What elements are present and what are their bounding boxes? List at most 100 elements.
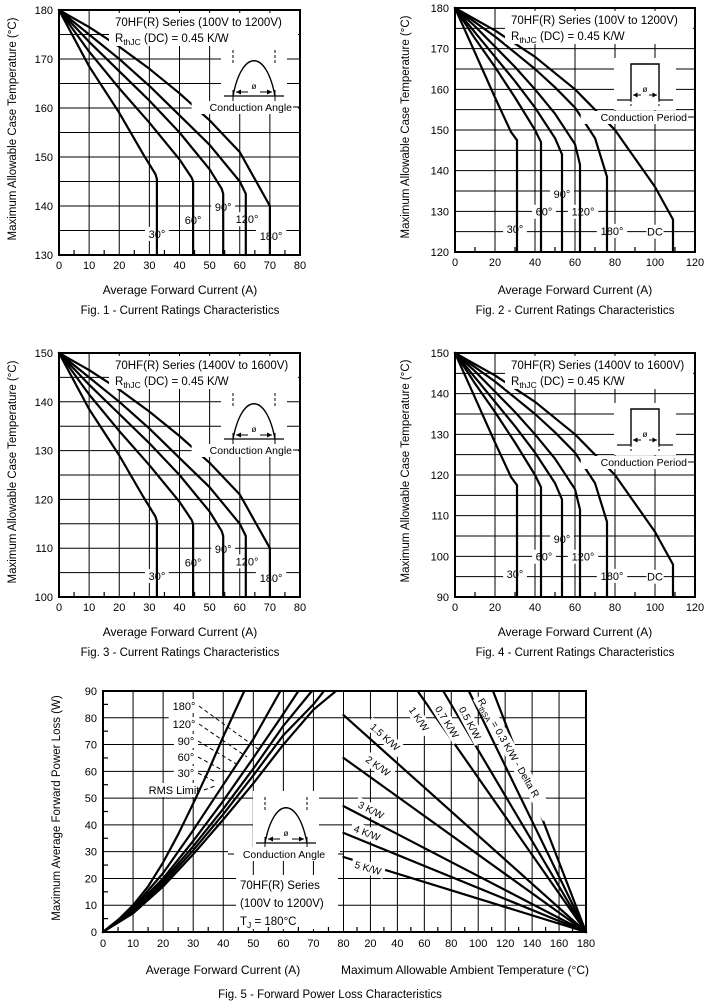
fig1-axes: 0 10 20 30 40 50 60 70 80 130 140 150 160 170 180 (35, 5, 306, 272)
fig2-x-tick-label: 80 (609, 257, 621, 269)
fig4-curve-label: 120° (572, 552, 595, 564)
fig1-conduction-angle-icon: ø (221, 44, 287, 102)
fig1-plot: 30°60°90°120°180°70HF(R) Series (100V to… (35, 5, 306, 272)
svg-text:Conduction Period: Conduction Period (601, 457, 688, 469)
fig1-plot-border (58, 9, 301, 256)
fig5-y-tick-label: 50 (85, 793, 97, 805)
fig1-title: 70HF(R) Series (100V to 1200V) (115, 17, 282, 29)
fig2-y-tick-label: 160 (431, 84, 449, 96)
fig3-series-60° (57, 351, 195, 599)
fig4-x-tick-label: 0 (452, 602, 458, 614)
fig5-x-tick-label: 30 (187, 938, 199, 950)
fig3-curve-label: 180° (260, 573, 283, 585)
fig3-y-tick-label: 120 (35, 494, 53, 506)
fig5-x-tick-label: 180 (577, 938, 595, 950)
fig1-curves (57, 8, 271, 257)
fig3-subtitle: RthJC (DC) = 0.45 K/W (115, 376, 229, 390)
fig2-title-block: 70HF(R) Series (100V to 1200V) RthJC (DC)… (505, 11, 693, 45)
fig4-curve-label: 30° (507, 569, 524, 581)
fig5-caption: Fig. 5 - Forward Power Loss Characterist… (218, 989, 442, 1001)
fig3-series-120° (57, 351, 247, 599)
svg-text:ø: ø (642, 84, 647, 94)
fig4-x-tick-label: 60 (569, 602, 581, 614)
fig2-curve-labels: 30°60°90°120°180° DC (503, 186, 664, 239)
fig5-y-tick-label: 30 (85, 847, 97, 859)
fig3-x-tick-label: 70 (264, 602, 276, 614)
fig3-plot-border (58, 352, 301, 598)
svg-text:5 K/W: 5 K/W (353, 860, 383, 878)
fig2-x-tick-label: 60 (569, 257, 581, 269)
fig1-x-tick-label: 30 (143, 260, 155, 272)
fig4-series-30° (453, 351, 519, 599)
fig1-series-30° (57, 8, 158, 257)
fig3-y-tick-label: 150 (35, 348, 53, 360)
fig1-x-tick-label: 0 (56, 260, 62, 272)
fig1-x-tick-label: 50 (204, 260, 216, 272)
fig2-caption: Fig. 2 - Current Ratings Characteristics (475, 305, 675, 317)
fig4-series-120° (453, 351, 582, 599)
fig5-inset-voltage: (100V to 1200V) (240, 898, 324, 910)
fig5-conduction-angle-icon: ø (253, 791, 319, 849)
fig3-curve-label: 120° (236, 556, 259, 568)
fig4-x-tick-label: 40 (529, 602, 541, 614)
fig4-y-tick-label: 120 (431, 470, 449, 482)
fig5-x-tick-label: 120 (496, 938, 514, 950)
svg-text:Conduction Angle: Conduction Angle (210, 445, 292, 457)
fig2-curve-label: 30° (507, 224, 524, 236)
fig3-caption: Fig. 3 - Current Ratings Characteristics (80, 647, 280, 659)
fig2-axes: 0 20 40 60 80 100 120 120 130 140 150 160 170 180 (431, 3, 705, 269)
fig5-x-tick-label: 140 (523, 938, 541, 950)
fig4-y-tick-label: 90 (437, 592, 449, 604)
fig5-y-tick-label: 0 (91, 927, 97, 939)
fig2-y-tick-label: 120 (431, 247, 449, 259)
fig5-line-2 K/W (342, 756, 588, 934)
svg-text:Conduction Period: Conduction Period (601, 112, 688, 124)
fig3-axes: 0 10 20 30 40 50 60 70 80 100 110 120 130 140 150 (35, 348, 306, 614)
svg-text:ø: ø (251, 424, 256, 434)
fig3-y-tick-label: 140 (35, 397, 53, 409)
fig2-plot: 30°60°90°120°180° DC 70HF(R) Series (100V … (431, 3, 705, 269)
fig5-x-tick-label: 80 (445, 938, 457, 950)
fig3-conduction-angle-icon: ø (221, 387, 287, 445)
svg-text:ø: ø (283, 828, 288, 838)
fig4-series-DC (453, 351, 675, 599)
fig5-axes: 0 10 20 30 40 50 60 70 80 20 40 60 80 100 120 140 160 180… (85, 686, 595, 950)
fig2-plot-border (454, 7, 696, 253)
fig2-series-120° (453, 6, 582, 254)
fig3-x-tick-label: 0 (56, 602, 62, 614)
fig1-caption: Fig. 1 - Current Ratings Characteristics (80, 305, 280, 317)
svg-text:ø: ø (642, 429, 647, 439)
fig5-x-tick-label: 100 (469, 938, 487, 950)
fig5-series-90° (101, 689, 313, 934)
fig3-title: 70HF(R) Series (1400V to 1600V) (115, 360, 288, 372)
fig5-curve-label: 120° (173, 719, 196, 731)
fig1-title-block: 70HF(R) Series (100V to 1200V) RthJC (DC)… (109, 13, 298, 47)
fig5-inset-series: 70HF(R) Series (240, 880, 320, 892)
fig5-x-tick-label: 60 (277, 938, 289, 950)
fig5-curve-label: 30° (178, 768, 195, 780)
fig5-x-tick-label: 0 (100, 938, 106, 950)
fig5-thermal-resistance-labels: 1.5 K/W1 K/W 0.7 K/W0.5 K/W2 K/W3 K/W4 K/… (348, 692, 556, 879)
fig5-left-curve-labels: 180° 120° 90° 60° 30° RMS Limit (142, 699, 206, 797)
fig3-icon-label: Conduction Angle (191, 444, 299, 457)
fig4-y-axis-title: Maximum Allowable Case Temperature (°C) (400, 359, 412, 583)
fig2-conduction-period-icon: ø (614, 58, 676, 110)
fig2-series-60° (453, 6, 543, 254)
fig5-line-4 K/W (342, 831, 588, 934)
fig2-y-tick-label: 130 (431, 206, 449, 218)
fig2-curves (453, 6, 675, 254)
fig4-y-tick-label: 100 (431, 551, 449, 563)
fig3-x-tick-label: 60 (234, 602, 246, 614)
fig4-curve-label: 180° (601, 571, 624, 583)
fig5-y-tick-label: 20 (85, 873, 97, 885)
fig2-y-tick-label: 180 (431, 3, 449, 15)
fig2-x-tick-label: 0 (452, 257, 458, 269)
fig4-series-60° (453, 351, 543, 599)
fig2-subtitle: RthJC (DC) = 0.45 K/W (511, 31, 625, 45)
fig4-y-tick-label: 130 (431, 429, 449, 441)
fig4-axes: 0 20 40 60 80 100 120 90 100 110 120 130 140 150 (431, 348, 705, 614)
fig5-x-tick-label: 70 (307, 938, 319, 950)
fig3-x-tick-label: 20 (113, 602, 125, 614)
fig5-curve-label: 60° (178, 752, 195, 764)
fig2-curve-label: DC (647, 227, 663, 239)
